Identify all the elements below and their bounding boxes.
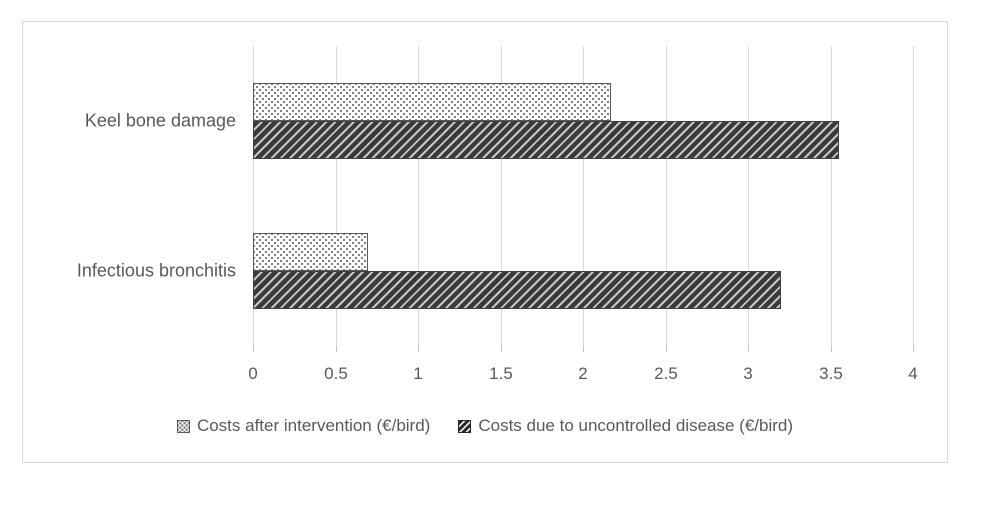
x-axis-tick-mark <box>501 346 502 352</box>
x-axis-tick-mark <box>336 346 337 352</box>
gridline <box>666 46 667 346</box>
bar-costs-after-intervention-infectious-bronchitis <box>253 233 368 271</box>
x-axis-tick-mark <box>418 346 419 352</box>
x-tick-label: 2.5 <box>654 364 678 383</box>
x-tick-label: 3 <box>743 364 753 383</box>
x-axis-tick-mark <box>748 346 749 352</box>
gridline <box>336 46 337 346</box>
legend-entry-costs-uncontrolled-disease: Costs due to uncontrolled disease (€/bir… <box>458 416 793 436</box>
x-tick-label: 0 <box>248 364 258 383</box>
legend-swatch-hatch-icon <box>458 419 472 433</box>
bar-costs-uncontrolled-disease-keel-bone-damage <box>253 121 839 159</box>
bar-costs-uncontrolled-disease-infectious-bronchitis <box>253 271 781 309</box>
legend-label: Costs due to uncontrolled disease (€/bir… <box>478 416 794 435</box>
gridline <box>583 46 584 346</box>
legend-entry-costs-after-intervention: Costs after intervention (€/bird) <box>176 416 431 436</box>
x-axis-tick-mark <box>913 346 914 352</box>
gridline <box>253 46 254 346</box>
gridline <box>831 46 832 346</box>
x-tick-label: 1.5 <box>489 364 513 383</box>
x-axis-tick-mark <box>583 346 584 352</box>
x-axis-tick-mark <box>831 346 832 352</box>
x-tick-label: 1 <box>413 364 423 383</box>
gridline <box>913 46 914 346</box>
gridline <box>501 46 502 346</box>
gridline <box>418 46 419 346</box>
x-tick-label: 0.5 <box>324 364 348 383</box>
plot-area <box>253 46 914 352</box>
bar-costs-after-intervention-keel-bone-damage <box>253 83 611 121</box>
x-tick-label: 4 <box>908 364 918 383</box>
gridline <box>748 46 749 346</box>
x-axis-tick-mark <box>253 346 254 352</box>
legend-label: Costs after intervention (€/bird) <box>196 416 431 435</box>
x-tick-label: 3.5 <box>819 364 843 383</box>
legend-swatch-dots-icon <box>176 419 190 433</box>
chart-figure: 0 0.5 1 1.5 2 2.5 3 3.5 4 Keel bone damage Infecti… <box>22 21 948 463</box>
category-label-infectious-bronchitis: Infectious bronchitis <box>76 260 236 281</box>
x-axis-tick-mark <box>666 346 667 352</box>
chart-legend: Costs after intervention (€/bird) Costs d… <box>23 416 947 436</box>
category-label-keel-bone-damage: Keel bone damage <box>84 110 236 131</box>
x-tick-label: 2 <box>578 364 588 383</box>
